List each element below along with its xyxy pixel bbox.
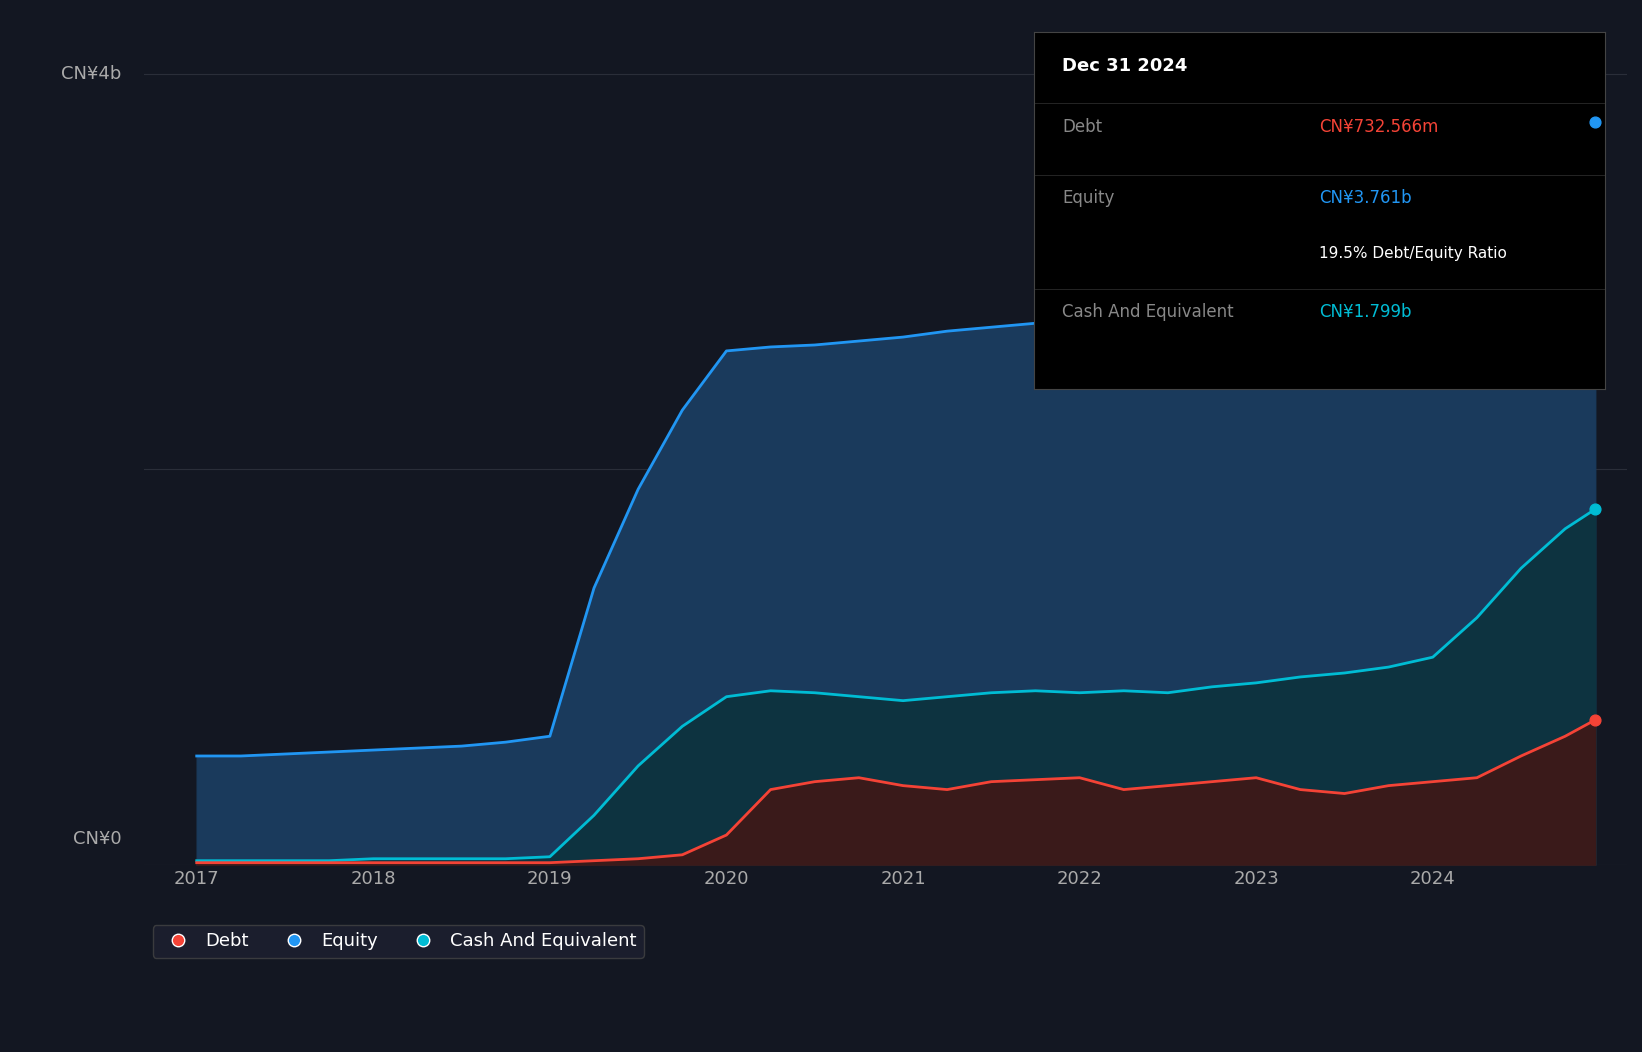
Text: CN¥0: CN¥0 xyxy=(72,830,122,848)
Point xyxy=(1583,501,1609,518)
Point xyxy=(1583,711,1609,728)
Point xyxy=(1583,113,1609,129)
Text: CN¥4b: CN¥4b xyxy=(61,65,122,83)
Legend: Debt, Equity, Cash And Equivalent: Debt, Equity, Cash And Equivalent xyxy=(153,925,644,957)
